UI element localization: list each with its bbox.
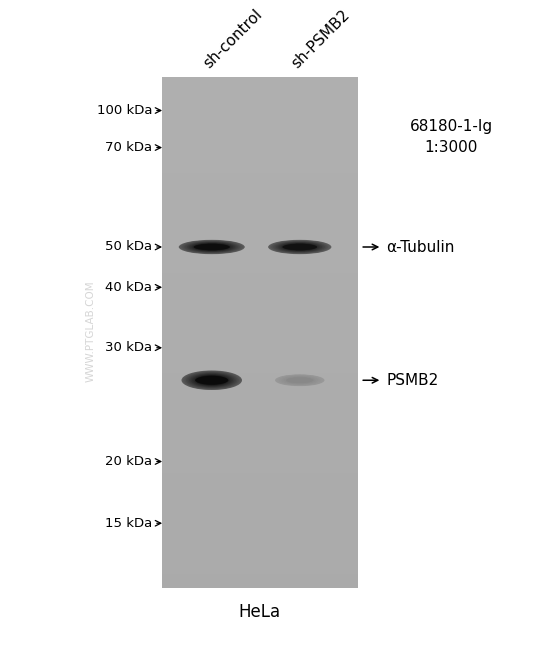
Ellipse shape xyxy=(282,244,317,250)
Ellipse shape xyxy=(284,244,316,251)
Text: sh-control: sh-control xyxy=(201,7,266,72)
Ellipse shape xyxy=(180,240,243,254)
Ellipse shape xyxy=(188,372,236,388)
Text: 68180-1-Ig
1:3000: 68180-1-Ig 1:3000 xyxy=(409,118,493,155)
Ellipse shape xyxy=(194,243,230,251)
Ellipse shape xyxy=(279,375,321,385)
Ellipse shape xyxy=(289,378,311,383)
Ellipse shape xyxy=(284,376,316,384)
Text: 30 kDa: 30 kDa xyxy=(105,341,152,354)
Ellipse shape xyxy=(275,374,324,386)
Ellipse shape xyxy=(197,244,227,250)
Ellipse shape xyxy=(192,242,232,252)
Ellipse shape xyxy=(194,244,230,250)
Ellipse shape xyxy=(278,375,322,385)
Ellipse shape xyxy=(274,241,325,253)
Text: sh-PSMB2: sh-PSMB2 xyxy=(289,8,353,72)
Ellipse shape xyxy=(279,242,320,252)
Ellipse shape xyxy=(287,377,312,384)
Ellipse shape xyxy=(270,240,330,254)
Ellipse shape xyxy=(285,377,315,384)
Text: α-Tubulin: α-Tubulin xyxy=(386,239,454,255)
Ellipse shape xyxy=(273,241,327,253)
Ellipse shape xyxy=(281,376,318,385)
Ellipse shape xyxy=(197,376,227,385)
Ellipse shape xyxy=(186,372,238,389)
Ellipse shape xyxy=(286,377,313,384)
Ellipse shape xyxy=(184,241,240,253)
Ellipse shape xyxy=(276,374,323,386)
Ellipse shape xyxy=(286,378,313,383)
Ellipse shape xyxy=(280,242,319,252)
Ellipse shape xyxy=(271,240,328,254)
Ellipse shape xyxy=(278,242,322,252)
Ellipse shape xyxy=(198,376,226,385)
Ellipse shape xyxy=(187,242,236,252)
Text: PSMB2: PSMB2 xyxy=(386,372,438,388)
Ellipse shape xyxy=(280,376,320,385)
Text: 100 kDa: 100 kDa xyxy=(97,104,152,117)
Text: 20 kDa: 20 kDa xyxy=(105,455,152,468)
Text: 70 kDa: 70 kDa xyxy=(105,141,152,154)
Ellipse shape xyxy=(183,371,240,389)
Ellipse shape xyxy=(192,374,232,387)
Ellipse shape xyxy=(285,244,314,250)
Text: HeLa: HeLa xyxy=(239,603,281,621)
Ellipse shape xyxy=(189,373,234,387)
Ellipse shape xyxy=(189,242,235,252)
Ellipse shape xyxy=(179,240,245,254)
Text: 40 kDa: 40 kDa xyxy=(106,281,152,294)
Ellipse shape xyxy=(190,242,233,252)
Ellipse shape xyxy=(276,242,323,252)
Ellipse shape xyxy=(185,241,238,253)
Ellipse shape xyxy=(185,372,239,389)
Ellipse shape xyxy=(195,375,228,385)
Ellipse shape xyxy=(195,244,228,251)
Ellipse shape xyxy=(190,373,233,387)
Text: WWW.PTGLAB.COM: WWW.PTGLAB.COM xyxy=(86,281,96,382)
Ellipse shape xyxy=(282,243,317,251)
Ellipse shape xyxy=(268,240,331,254)
Ellipse shape xyxy=(182,240,241,254)
Ellipse shape xyxy=(182,370,242,390)
Ellipse shape xyxy=(283,376,317,384)
Ellipse shape xyxy=(194,374,230,386)
Text: 50 kDa: 50 kDa xyxy=(105,240,152,254)
Ellipse shape xyxy=(195,376,228,385)
Text: 15 kDa: 15 kDa xyxy=(105,517,152,530)
